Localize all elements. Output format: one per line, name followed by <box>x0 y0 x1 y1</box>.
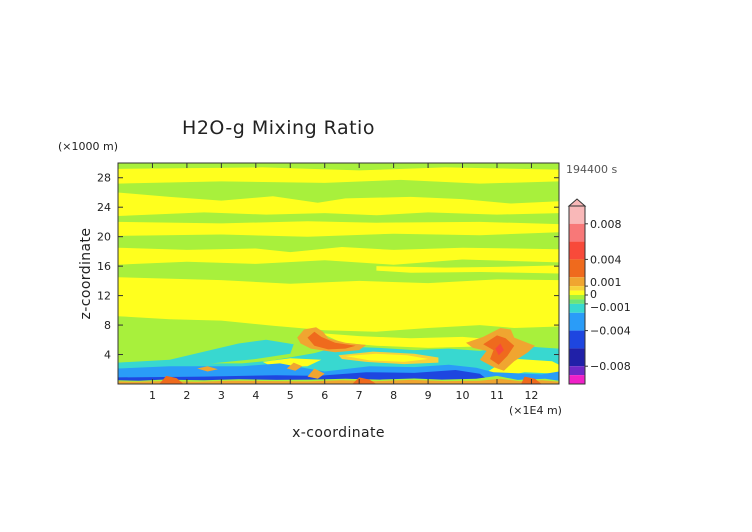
colorbar-tick-label: −0.004 <box>590 325 631 338</box>
colorbar-swatch <box>569 312 585 331</box>
field-region <box>321 333 491 348</box>
chart-title: H2O-g Mixing Ratio <box>182 117 375 139</box>
colorbar-tick-label: 0.004 <box>590 253 622 266</box>
x-tick-label: 1 <box>149 389 156 402</box>
colorbar-swatch <box>569 295 585 300</box>
field-region <box>118 192 559 216</box>
x-tick-label: 8 <box>390 389 397 402</box>
plot-frame <box>117 162 560 385</box>
colorbar-tick-label: −0.001 <box>590 301 631 314</box>
x-tick-label: 3 <box>218 389 225 402</box>
field-region <box>118 163 559 384</box>
colorbar-swatch <box>569 223 585 242</box>
x-tick-label: 4 <box>252 389 259 402</box>
field-region <box>495 343 504 356</box>
x-tick-label: 9 <box>425 389 432 402</box>
field-region <box>118 370 487 382</box>
colorbar-tick-label: 0.001 <box>590 276 622 289</box>
field-region <box>352 377 377 384</box>
field-region <box>345 353 429 362</box>
field-region <box>376 265 559 274</box>
time-stamp-label: 194400 s <box>566 163 617 176</box>
field-region <box>479 359 559 377</box>
colorbar-extend-arrow <box>567 198 587 207</box>
y-tick-label: 28 <box>97 172 111 185</box>
colorbar-swatch <box>569 206 585 224</box>
field-region <box>118 378 559 384</box>
colorbar-tick-label: −0.008 <box>590 360 631 373</box>
heatmap-field <box>118 163 559 384</box>
field-region <box>118 247 559 265</box>
x-axis: 1 2 3 4 5 6 7 8 9 10 11 12 <box>149 163 538 402</box>
colorbar-swatch <box>569 277 585 287</box>
field-region <box>307 331 356 350</box>
colorbar-swatch <box>569 348 585 367</box>
colorbar-swatch <box>569 375 585 384</box>
x-tick-label: 6 <box>321 389 328 402</box>
colorbar-swatch <box>569 299 585 304</box>
y-axis-label: z-coordinate <box>78 228 94 320</box>
colorbar-swatch <box>569 303 585 313</box>
y-axis-unit-label: (×1000 m) <box>58 140 118 153</box>
x-tick-label: 12 <box>524 389 538 402</box>
x-tick-label: 2 <box>183 389 190 402</box>
colorbar-swatch <box>569 259 585 278</box>
field-region <box>118 339 294 367</box>
y-tick-label: 16 <box>97 260 111 273</box>
colorbar-swatch <box>569 366 585 376</box>
y-tick-label: 24 <box>97 201 111 214</box>
x-tick-label: 7 <box>356 389 363 402</box>
colorbar-swatch <box>569 286 585 291</box>
y-tick-label: 8 <box>104 319 111 332</box>
field-region <box>159 375 184 384</box>
colorbar-swatch <box>569 330 585 349</box>
x-tick-label: 11 <box>490 389 504 402</box>
colorbar-tick-label: 0.008 <box>590 218 622 231</box>
field-region <box>118 167 559 184</box>
colorbar-swatch <box>569 290 585 295</box>
x-axis-label: x-coordinate <box>292 425 385 441</box>
x-tick-label: 5 <box>287 389 294 402</box>
y-tick-label: 12 <box>97 290 111 303</box>
y-axis: 4 8 12 16 20 24 28 <box>97 172 559 362</box>
x-tick-label: 10 <box>456 389 470 402</box>
field-region <box>307 368 325 379</box>
field-region <box>118 221 559 237</box>
x-axis-unit-label: (×1E4 m) <box>509 404 562 417</box>
field-region <box>197 366 218 372</box>
colorbar-tick-label: 0 <box>590 288 597 301</box>
y-tick-label: 20 <box>97 231 111 244</box>
field-region <box>286 362 303 371</box>
field-region <box>118 277 559 332</box>
y-tick-label: 4 <box>104 349 111 362</box>
colorbar-swatch <box>569 241 585 260</box>
